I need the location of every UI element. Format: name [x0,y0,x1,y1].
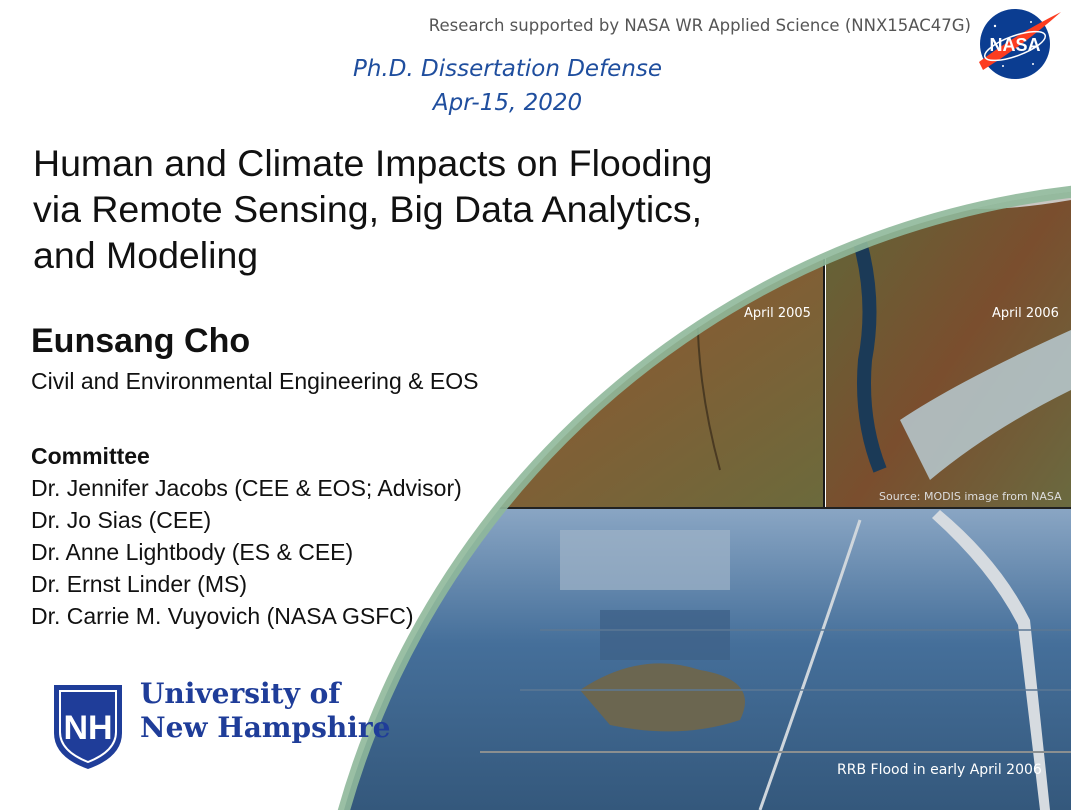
committee-heading: Committee [31,440,462,472]
label-april-2005: April 2005 [744,306,811,321]
dissertation-title: Human and Climate Impacts on Flooding vi… [33,140,833,278]
title-line: via Remote Sensing, Big Data Analytics, [33,186,833,232]
university-name-line2: New Hampshire [140,711,390,745]
label-april-2006: April 2006 [992,306,1059,321]
unh-shield-letters: NH [63,709,112,747]
committee-member: Dr. Anne Lightbody (ES & CEE) [31,536,462,568]
university-name-line1: University of [140,677,390,711]
title-line: Human and Climate Impacts on Flooding [33,140,833,186]
committee-list: Committee Dr. Jennifer Jacobs (CEE & EOS… [31,440,462,632]
flood-photo-caption: RRB Flood in early April 2006 [837,762,1042,778]
nasa-logo-text: NASA [989,35,1040,55]
author-name: Eunsang Cho [31,322,250,361]
committee-member: Dr. Jennifer Jacobs (CEE & EOS; Advisor) [31,472,462,504]
committee-member: Dr. Carrie M. Vuyovich (NASA GSFC) [31,600,462,632]
image-source-credit: Source: MODIS image from NASA [879,490,1062,503]
nasa-logo: NASA [973,6,1063,82]
university-name: University of New Hampshire [140,677,390,745]
unh-shield-logo: NH [52,683,124,771]
committee-member: Dr. Jo Sias (CEE) [31,504,462,536]
committee-member: Dr. Ernst Linder (MS) [31,568,462,600]
author-affiliation: Civil and Environmental Engineering & EO… [31,368,478,395]
title-line: and Modeling [33,232,833,278]
event-date: Apr-15, 2020 [340,90,675,116]
event-title: Ph.D. Dissertation Defense [340,56,675,82]
research-support-text: Research supported by NASA WR Applied Sc… [429,16,971,35]
